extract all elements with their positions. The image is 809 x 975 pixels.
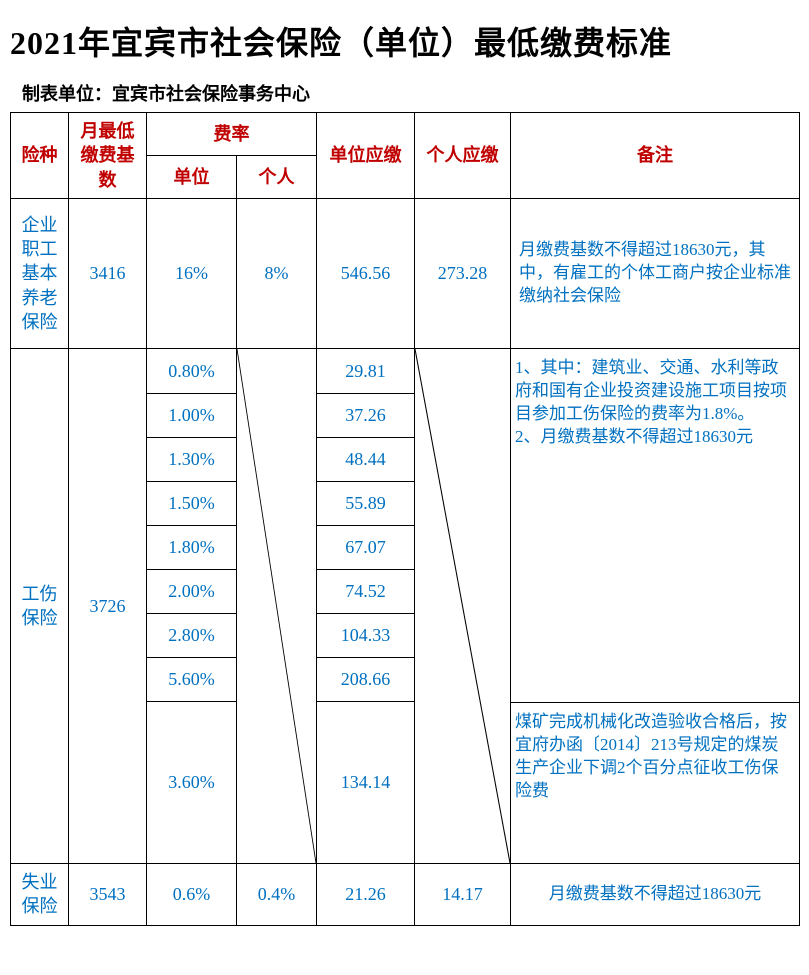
row-injury: 工伤保险 3726 0.80% 1.00% 1.30% 1.50% 1.80% … [11, 348, 800, 863]
pension-note: 月缴费基数不得超过18630元，其中，有雇工的个体工商户按企业标准缴纳社会保险 [511, 198, 800, 348]
hdr-base: 月最低缴费基数 [69, 113, 147, 199]
pension-base: 3416 [69, 198, 147, 348]
injury-note1: 1、其中：建筑业、交通、水利等政府和国有企业投资建设施工项目按项目参加工伤保险的… [511, 349, 799, 703]
pension-pay-personal: 273.28 [415, 198, 511, 348]
injury-notes: 1、其中：建筑业、交通、水利等政府和国有企业投资建设施工项目按项目参加工伤保险的… [511, 348, 800, 863]
unemp-base: 3543 [69, 863, 147, 925]
injury-rate: 1.50% [147, 482, 236, 526]
injury-pay: 55.89 [317, 482, 414, 526]
injury-pay: 37.26 [317, 394, 414, 438]
pension-pay-unit: 546.56 [317, 198, 415, 348]
page-title: 2021年宜宾市社会保险（单位）最低缴费标准 [10, 18, 799, 64]
hdr-rate-personal: 个人 [237, 155, 317, 198]
unemp-note: 月缴费基数不得超过18630元 [511, 863, 800, 925]
injury-pay: 48.44 [317, 438, 414, 482]
unemp-rate-personal: 0.4% [237, 863, 317, 925]
injury-rate: 1.80% [147, 526, 236, 570]
unemp-rate-unit: 0.6% [147, 863, 237, 925]
hdr-pay-unit: 单位应缴 [317, 113, 415, 199]
hdr-note: 备注 [511, 113, 800, 199]
unemp-pay-personal: 14.17 [415, 863, 511, 925]
unemp-type: 失业保险 [11, 863, 69, 925]
injury-rate: 5.60% [147, 658, 236, 702]
row-unemployment: 失业保险 3543 0.6% 0.4% 21.26 14.17 月缴费基数不得超… [11, 863, 800, 925]
subtitle: 制表单位：宜宾市社会保险事务中心 [22, 80, 799, 106]
injury-type: 工伤保险 [11, 348, 69, 863]
injury-rates-unit: 0.80% 1.00% 1.30% 1.50% 1.80% 2.00% 2.80… [147, 348, 237, 863]
pension-rate-personal: 8% [237, 198, 317, 348]
injury-pay: 208.66 [317, 658, 414, 702]
injury-pay-last: 134.14 [317, 702, 414, 862]
table-header-row: 险种 月最低缴费基数 费率 单位应缴 个人应缴 备注 [11, 113, 800, 156]
injury-rate: 2.80% [147, 614, 236, 658]
injury-pays-unit: 29.81 37.26 48.44 55.89 67.07 74.52 104.… [317, 348, 415, 863]
injury-rate: 2.00% [147, 570, 236, 614]
row-pension: 企业职工基本养老保险 3416 16% 8% 546.56 273.28 月缴费… [11, 198, 800, 348]
hdr-rate-unit: 单位 [147, 155, 237, 198]
injury-rate: 1.30% [147, 438, 236, 482]
injury-rate: 0.80% [147, 350, 236, 394]
injury-pay-personal-empty [415, 348, 511, 863]
injury-pay: 74.52 [317, 570, 414, 614]
pension-rate-unit: 16% [147, 198, 237, 348]
pension-type: 企业职工基本养老保险 [11, 198, 69, 348]
unemp-pay-unit: 21.26 [317, 863, 415, 925]
injury-pay: 67.07 [317, 526, 414, 570]
hdr-type: 险种 [11, 113, 69, 199]
injury-base: 3726 [69, 348, 147, 863]
injury-pay: 29.81 [317, 350, 414, 394]
injury-rate-last: 3.60% [147, 702, 236, 862]
hdr-rate: 费率 [147, 113, 317, 156]
injury-pay: 104.33 [317, 614, 414, 658]
hdr-pay-personal: 个人应缴 [415, 113, 511, 199]
injury-rate-personal-empty [237, 348, 317, 863]
insurance-table: 险种 月最低缴费基数 费率 单位应缴 个人应缴 备注 单位 个人 企业职工基本养… [10, 112, 800, 926]
injury-rate: 1.00% [147, 394, 236, 438]
injury-note2: 煤矿完成机械化改造验收合格后，按宜府办函〔2014〕213号规定的煤炭生产企业下… [511, 703, 799, 863]
